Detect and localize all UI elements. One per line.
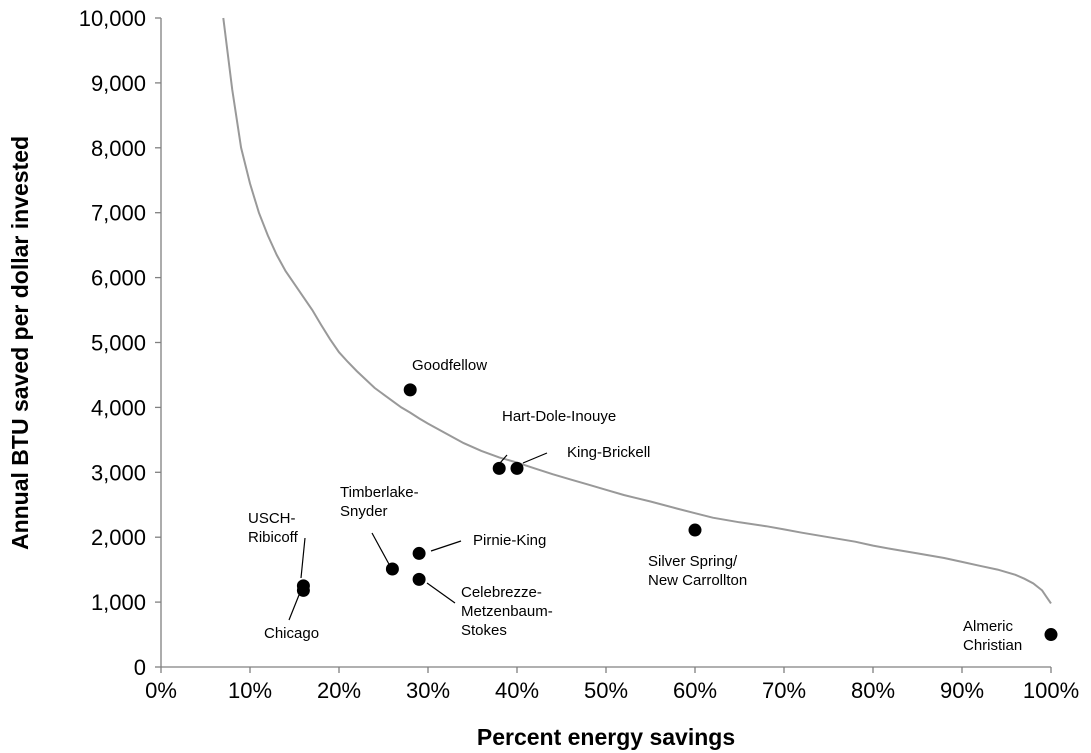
point-silver-spring-new-carrollton xyxy=(688,523,702,537)
point-label-almeric-christian: Christian xyxy=(963,637,1022,654)
leader-line-king-brickell xyxy=(522,452,548,464)
point-label-goodfellow: Goodfellow xyxy=(412,357,487,374)
point-label-timberlake-snyder: Timberlake- xyxy=(340,484,419,501)
point-hart-dole-inouye xyxy=(492,461,506,475)
x-tick-label: 40% xyxy=(495,678,539,703)
leader-line-usch-ribicoff xyxy=(300,537,306,579)
y-tick-label: 2,000 xyxy=(91,525,146,550)
y-tick-label: 5,000 xyxy=(91,331,146,356)
x-tick-label: 10% xyxy=(228,678,272,703)
savings-curve-line xyxy=(222,17,1052,604)
x-tick-label: 50% xyxy=(584,678,628,703)
point-timberlake-snyder xyxy=(385,562,399,576)
x-axis-title: Percent energy savings xyxy=(477,724,735,750)
point-label-silver-spring-new-carrollton: Silver Spring/ xyxy=(648,553,738,570)
point-goodfellow xyxy=(403,383,417,397)
x-tick-label: 90% xyxy=(940,678,984,703)
x-tick-label: 70% xyxy=(762,678,806,703)
x-tick-label: 0% xyxy=(145,678,177,703)
leader-line-celebrezze-metzenbaum-stokes xyxy=(426,582,456,604)
point-label-hart-dole-inouye: Hart-Dole-Inouye xyxy=(502,408,616,425)
point-label-celebrezze-metzenbaum-stokes: Celebrezze- xyxy=(461,584,542,601)
point-label-celebrezze-metzenbaum-stokes: Metzenbaum- xyxy=(461,603,553,620)
x-tick-label: 80% xyxy=(851,678,895,703)
point-pirnie-king xyxy=(412,546,426,560)
y-tick-label: 1,000 xyxy=(91,590,146,615)
x-tick-label: 100% xyxy=(1023,678,1079,703)
y-tick-label: 9,000 xyxy=(91,71,146,96)
x-tick-label: 60% xyxy=(673,678,717,703)
point-label-almeric-christian: Almeric xyxy=(963,618,1014,635)
y-tick-label: 6,000 xyxy=(91,266,146,291)
leader-line-hart-dole-inouye xyxy=(499,454,508,464)
x-tick-label: 20% xyxy=(317,678,361,703)
leader-line-chicago xyxy=(288,589,302,621)
point-celebrezze-metzenbaum-stokes xyxy=(412,572,426,586)
point-label-celebrezze-metzenbaum-stokes: Stokes xyxy=(461,622,507,639)
point-label-king-brickell: King-Brickell xyxy=(567,444,650,461)
y-tick-label: 4,000 xyxy=(91,395,146,420)
y-tick-label: 0 xyxy=(134,655,146,680)
point-label-chicago: Chicago xyxy=(264,625,319,642)
leader-line-timberlake-snyder xyxy=(371,532,391,567)
x-tick-label: 30% xyxy=(406,678,450,703)
y-tick-label: 8,000 xyxy=(91,136,146,161)
point-label-timberlake-snyder: Snyder xyxy=(340,503,388,520)
y-tick-label: 3,000 xyxy=(91,460,146,485)
y-tick-label: 10,000 xyxy=(79,6,146,31)
point-label-usch-ribicoff: USCH- xyxy=(248,510,296,527)
y-tick-label: 7,000 xyxy=(91,201,146,226)
point-label-silver-spring-new-carrollton: New Carrollton xyxy=(648,572,747,589)
leader-line-pirnie-king xyxy=(430,540,462,552)
point-label-usch-ribicoff: Ribicoff xyxy=(248,529,299,546)
point-king-brickell xyxy=(510,461,524,475)
point-almeric-christian xyxy=(1044,628,1058,642)
point-label-pirnie-king: Pirnie-King xyxy=(473,532,546,549)
y-axis-title: Annual BTU saved per dollar invested xyxy=(7,136,33,550)
